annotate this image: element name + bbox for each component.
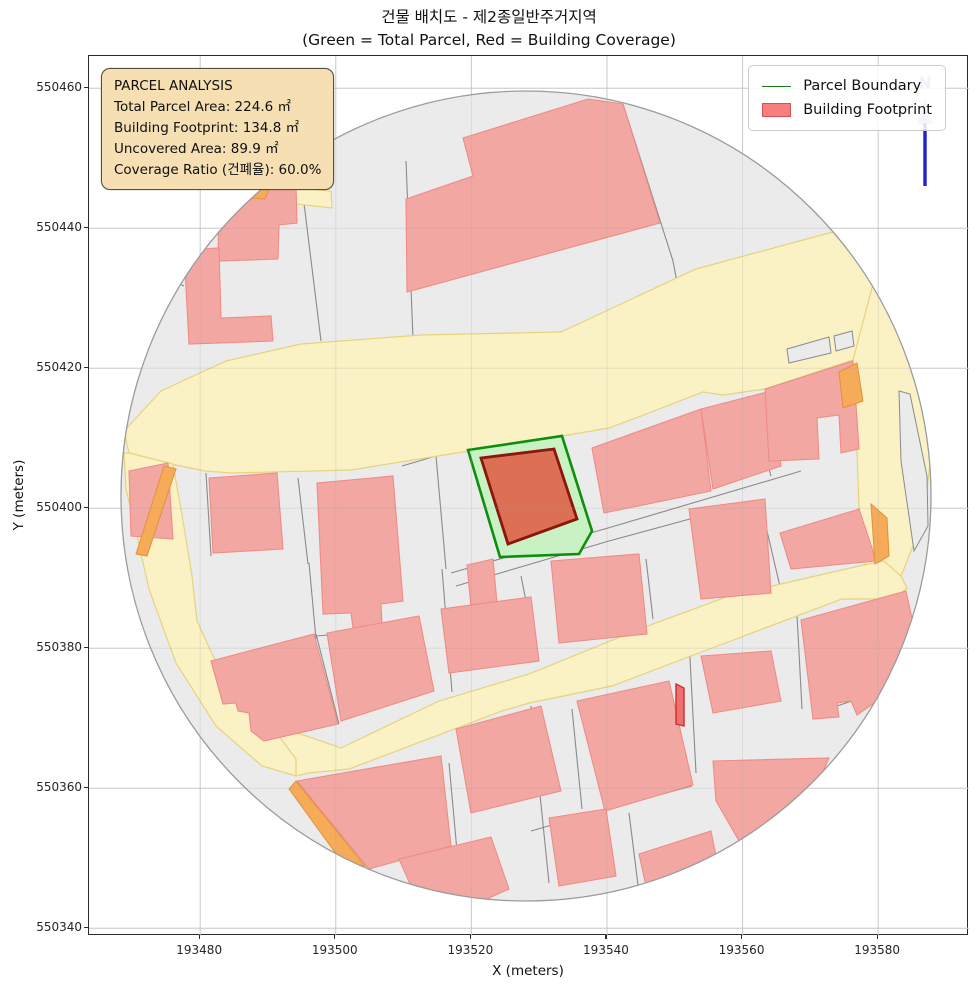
y-tick-label: 550340 [36,920,82,935]
query-radius-boundary [120,90,932,902]
x-tick-label: 193500 [311,943,358,957]
x-tick-mark [876,935,878,939]
building-footprint-shape [576,680,694,812]
y-tick-mark [84,506,88,508]
building-footprint-shape [591,408,712,514]
parcel-sliver-shape [833,330,855,352]
x-tick-mark [605,935,607,939]
y-tick-mark [84,226,88,228]
parcel-boundary-line [146,268,185,287]
x-tick-label: 193520 [447,943,494,957]
parcel-boundary-line [435,455,447,570]
orange-parcel-shape [838,362,864,409]
parcel-boundary-line [688,638,697,774]
building-footprint-shape [326,615,435,722]
legend-item: Parcel Boundary [762,74,932,98]
title-line-1: 건물 배치도 - 제2종일반주거지역 [381,8,597,26]
highlighted-building-footprint [479,447,579,546]
x-tick-label: 193480 [176,943,223,957]
orange-parcel-shape [870,502,890,565]
parcel-boundary-line [645,558,654,620]
building-footprint-shape [210,633,339,742]
parcel-sliver-shape [786,336,832,364]
parcel-boundary-line [628,812,640,894]
red-building-sliver [675,682,685,727]
map-canvas: N [89,56,969,936]
map-plot-area: N PARCEL ANALYSIS Total Parcel Area: 224.… [88,55,969,936]
legend-label: Building Footprint [803,102,932,118]
building-footprint-shape [405,98,661,293]
building-footprint-shape [700,390,782,490]
y-tick-label: 550460 [36,80,82,95]
building-footprint-shape [688,498,772,600]
y-axis-label: Y (meters) [11,459,27,531]
x-tick-mark [469,935,471,939]
y-tick-label: 550420 [36,360,82,375]
building-footprint-shape [440,596,540,674]
parcel-boundary-line [297,477,309,565]
parcel-boundary-line [300,178,322,342]
parcel-boundary-line [455,515,702,587]
building-footprint-shape [455,705,562,814]
x-tick-label: 193540 [583,943,629,957]
x-tick-mark [334,935,336,939]
x-tick-mark [198,935,200,939]
x-tick-label: 193580 [854,943,901,957]
y-tick-mark [84,646,88,648]
parcel-boundary-line [315,633,340,725]
y-tick-label: 550380 [36,640,82,655]
legend-line-swatch [762,85,792,87]
analysis-line: Building Footprint: 134.8 ㎡ [114,120,300,136]
legend-label: Parcel Boundary [803,78,922,94]
x-tick-mark [740,935,743,939]
y-tick-label: 550360 [36,780,82,795]
parcel-boundary-line [571,708,583,810]
y-tick-mark [84,926,88,928]
y-tick-mark [84,86,88,88]
parcel-sliver-shape [898,390,929,553]
building-footprint-shape [183,247,274,345]
parcel-analysis-box: PARCEL ANALYSIS Total Parcel Area: 224.6 … [101,68,335,190]
building-footprint-shape [548,808,617,887]
building-footprint-shape [208,472,284,554]
building-footprint-shape [155,240,177,287]
building-footprint-shape [550,553,648,644]
y-tick-mark [84,366,88,368]
analysis-line: Total Parcel Area: 224.6 ㎡ [114,99,291,115]
analysis-line: Coverage Ratio (건폐율): 60.0% [114,162,322,178]
y-tick-mark [84,786,88,788]
y-tick-label: 550440 [36,220,82,235]
legend-patch-swatch [762,103,792,117]
parcel-boundary-line [308,562,317,640]
orange-parcel-shape [135,465,177,557]
legend: Parcel Boundary Building Footprint [748,65,946,131]
x-axis-label: X (meters) [492,963,564,979]
orange-parcel-shape [288,780,367,867]
chart-title: 건물 배치도 - 제2종일반주거지역 (Green = Total Parcel… [0,6,978,52]
building-footprint-shape [700,650,782,714]
analysis-line: Uncovered Area: 89.9 ㎡ [114,141,279,157]
legend-item: Building Footprint [762,98,932,122]
y-tick-label: 550400 [36,500,82,515]
title-line-2: (Green = Total Parcel, Red = Building Co… [302,31,676,49]
x-tick-label: 193560 [718,943,765,957]
road-shape [237,560,908,777]
parcel-boundary-line [205,472,212,557]
analysis-line: PARCEL ANALYSIS [114,78,233,94]
